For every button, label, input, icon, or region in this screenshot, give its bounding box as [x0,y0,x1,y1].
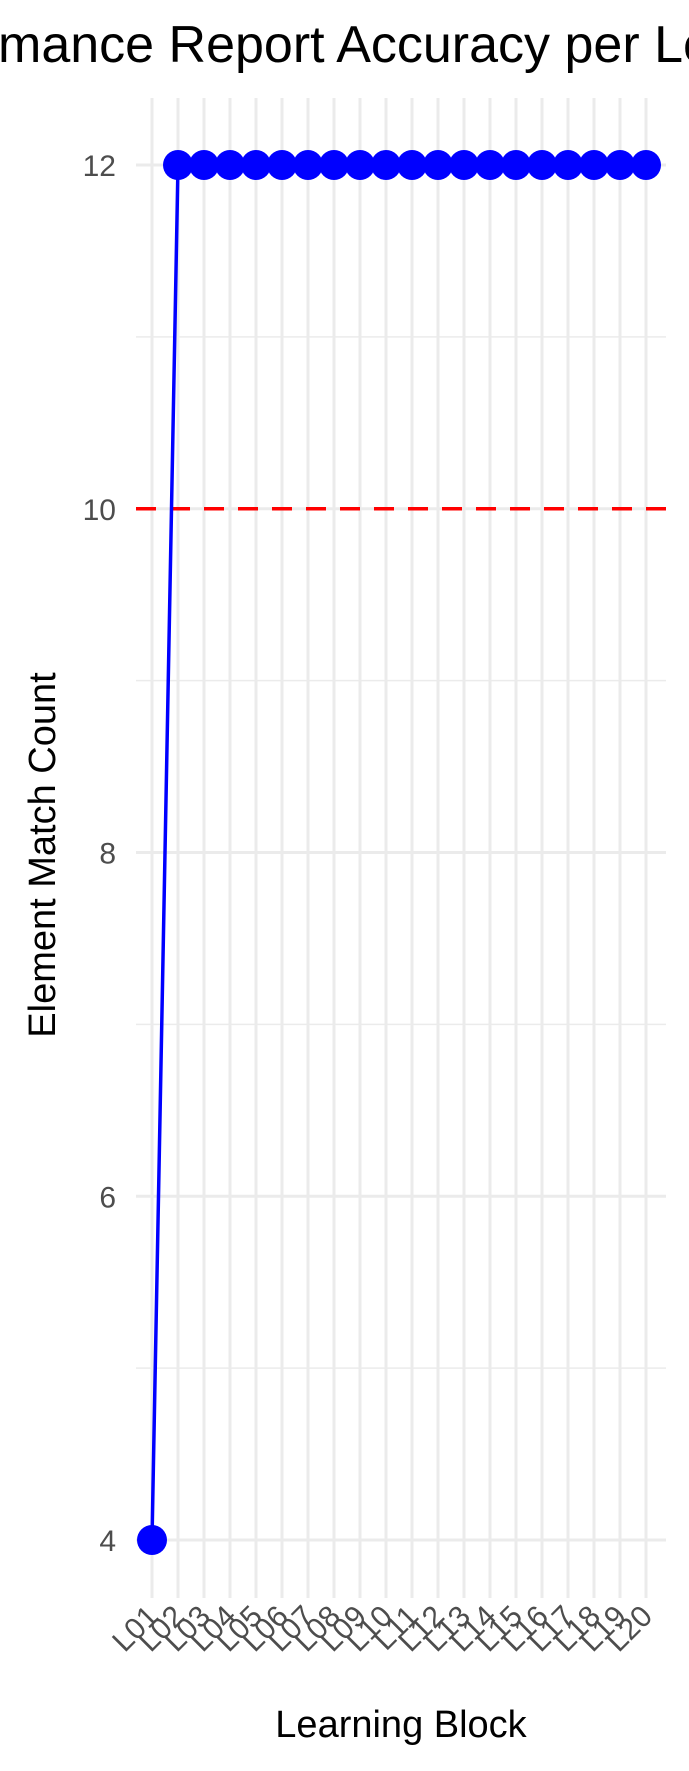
y-tick-label: 10 [83,494,116,527]
x-axis-ticks: L01L02L03L04L05L06L07L08L09L10L11L12L13L… [106,1600,659,1659]
data-point [449,150,479,180]
data-point [501,150,531,180]
y-tick-label: 12 [83,150,116,183]
series-layer [137,150,661,1555]
data-point [475,150,505,180]
data-point [553,150,583,180]
data-point [189,150,219,180]
data-point [267,150,297,180]
y-tick-label: 6 [99,1181,116,1214]
y-axis-ticks: 4 6 8 10 12 [83,150,116,1558]
data-point [527,150,557,180]
data-point [631,150,661,180]
data-point [579,150,609,180]
data-point [605,150,635,180]
y-axis-label: Element Match Count [22,672,64,1038]
data-point [423,150,453,180]
data-point [345,150,375,180]
data-point [319,150,349,180]
data-point [137,1525,167,1555]
chart-title: Conformance Report Accuracy per Learning… [0,16,689,74]
data-point [293,150,323,180]
y-tick-label: 4 [99,1525,116,1558]
data-point [371,150,401,180]
data-point [241,150,271,180]
data-point [163,150,193,180]
y-tick-label: 8 [99,838,116,871]
grid [136,98,666,1598]
x-axis-label: Learning Block [275,1704,527,1746]
data-point [397,150,427,180]
data-point [215,150,245,180]
